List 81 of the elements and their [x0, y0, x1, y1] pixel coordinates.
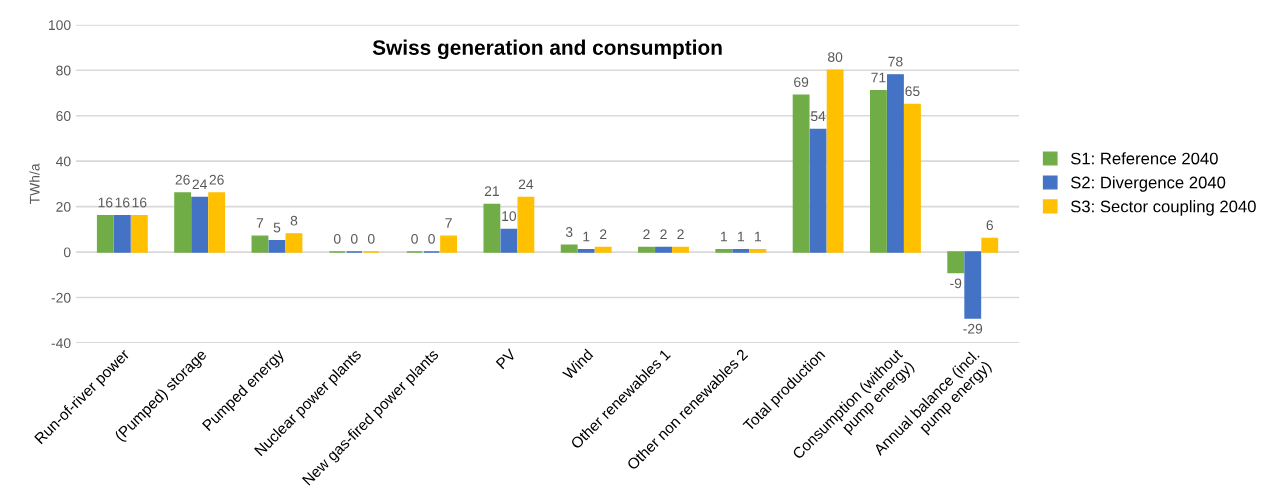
data-label: 1: [583, 231, 590, 242]
y-axis-title: TWh/a: [29, 163, 40, 205]
data-label: -9: [950, 278, 962, 289]
bar: [672, 246, 689, 253]
x-tick-label: PV: [495, 348, 517, 370]
data-label: 7: [445, 218, 452, 228]
bar: [113, 215, 131, 253]
data-label: 26: [209, 174, 224, 185]
y-tick-label: 20: [56, 201, 71, 212]
bar: [749, 249, 767, 253]
bar: [130, 215, 148, 253]
bar: [655, 246, 672, 253]
bar: [594, 246, 612, 253]
data-label: 16: [98, 197, 113, 208]
bar: [577, 249, 595, 253]
legend-label: S2: Divergence 2040: [1070, 176, 1226, 192]
bar: [191, 196, 209, 253]
bar: [285, 233, 303, 253]
data-label: 2: [643, 229, 650, 240]
bar: [809, 128, 827, 253]
data-label: 24: [518, 179, 534, 190]
data-label: 1: [721, 231, 727, 242]
y-tick-label: 0: [63, 247, 71, 258]
bar: [96, 215, 114, 253]
bar: [904, 103, 921, 253]
y-tick-label: 40: [55, 156, 71, 167]
bar: [947, 251, 965, 274]
data-label: 3: [565, 227, 573, 237]
data-label: 16: [132, 197, 147, 208]
text: Swiss generation and consumption: [372, 39, 722, 60]
bar: [638, 246, 655, 253]
data-label: 10: [502, 211, 517, 222]
data-label: 65: [905, 86, 920, 97]
y-tick-label: -40: [51, 338, 71, 349]
bar: [251, 235, 269, 253]
data-label: 0: [428, 233, 435, 244]
data-label: 8: [290, 215, 298, 226]
bar: [732, 249, 750, 253]
data-label: 0: [411, 233, 418, 244]
bar: [440, 235, 458, 253]
data-label: 80: [828, 52, 843, 62]
bar: [870, 90, 887, 253]
bar: [517, 196, 535, 253]
bar: [500, 228, 518, 253]
data-label: 0: [350, 233, 358, 244]
data-label: 54: [810, 111, 826, 122]
legend-label: S3: Sector coupling 2040: [1070, 200, 1256, 216]
bar: [208, 192, 226, 253]
y-tick-label: 80: [56, 65, 71, 76]
data-label: 78: [888, 56, 903, 67]
legend-label: S1: Reference 2040: [1070, 152, 1218, 165]
data-label: 16: [115, 197, 130, 208]
bar: [964, 251, 982, 319]
bar: [826, 69, 844, 253]
y-tick-label: -20: [51, 292, 71, 303]
data-label: 0: [367, 233, 375, 244]
data-label: 2: [677, 229, 684, 240]
bar: [715, 249, 733, 253]
data-label: 69: [794, 77, 809, 87]
data-label: 6: [986, 220, 993, 231]
data-label: 7: [256, 218, 264, 228]
data-label: 24: [192, 179, 207, 190]
bar: [981, 237, 999, 253]
bar: [174, 192, 192, 253]
data-label: 0: [333, 233, 341, 244]
bar: [483, 203, 501, 253]
bar: [560, 244, 578, 253]
bar: [887, 74, 904, 253]
data-label: 2: [600, 229, 607, 240]
data-label: -29: [963, 323, 983, 334]
data-label: 21: [484, 186, 499, 196]
bar: [268, 239, 286, 253]
data-label: 71: [871, 72, 886, 83]
y-tick-label: 100: [48, 20, 71, 31]
y-tick-label: 60: [56, 111, 71, 121]
data-label: 1: [755, 231, 762, 242]
data-label: 1: [738, 231, 744, 242]
bar: [792, 94, 810, 253]
data-label: 5: [273, 222, 281, 233]
data-label: 26: [175, 174, 190, 185]
data-label: 2: [660, 229, 667, 240]
